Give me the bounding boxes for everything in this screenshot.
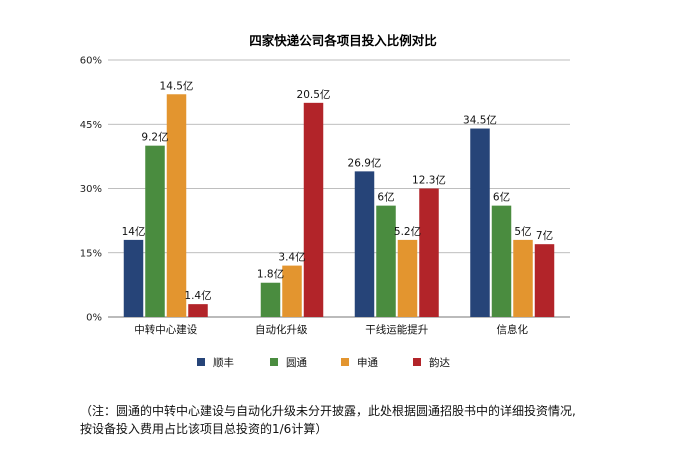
data-label: 14.5亿	[160, 79, 194, 92]
bar	[145, 145, 165, 317]
y-axis: 0% 15% 30% 45% 60%	[80, 56, 102, 324]
bar	[166, 94, 187, 318]
legend-label: 申通	[357, 356, 378, 369]
bar	[354, 171, 375, 317]
legend-swatch	[413, 358, 421, 366]
footnote-line-2: 按设备投入费用占比该项目总投资的1/6计算）	[80, 422, 328, 436]
data-label: 7亿	[536, 229, 553, 242]
legend-label: 顺丰	[213, 356, 234, 369]
data-label: 12.3亿	[412, 174, 446, 187]
bar	[419, 188, 439, 317]
bar	[491, 205, 512, 317]
data-label: 6亿	[493, 191, 510, 204]
legend-swatch	[197, 358, 205, 366]
data-label: 3.4亿	[278, 251, 305, 264]
legend-swatch	[270, 358, 278, 366]
bar	[188, 304, 208, 317]
data-label: 14亿	[122, 225, 146, 238]
data-label: 20.5亿	[297, 88, 331, 101]
chart-title: 四家快递公司各项目投入比例对比	[249, 33, 437, 48]
bar-chart: 四家快递公司各项目投入比例对比 0%15%30%45%60% 14亿9.2亿14…	[80, 33, 570, 369]
x-axis: 中转中心建设 自动化升级 干线运能提升 信息化	[134, 323, 528, 336]
x-category-label: 中转中心建设	[134, 323, 197, 336]
bar	[534, 244, 555, 317]
legend-label: 圆通	[286, 357, 307, 369]
y-tick-label: 15%	[80, 248, 102, 259]
x-category-label: 干线运能提升	[365, 323, 428, 336]
legend-swatch	[341, 358, 349, 366]
y-tick-label: 45%	[80, 120, 102, 131]
y-tick-label: 60%	[80, 56, 102, 67]
data-label: 6亿	[377, 191, 394, 204]
bar	[397, 239, 418, 317]
data-label: 5亿	[514, 225, 531, 238]
x-category-label: 自动化升级	[255, 323, 308, 336]
bar	[513, 239, 533, 317]
x-category-label: 信息化	[497, 323, 529, 336]
y-tick-label: 0%	[86, 313, 102, 324]
data-label: 1.4亿	[184, 289, 211, 302]
footnote: （注：圆通的中转中心建设与自动化升级未分开披露，此处根据圆通招股书中的详细投资情…	[80, 402, 680, 438]
legend-label: 韵达	[429, 356, 450, 369]
legend: 顺丰 圆通 申通 韵达	[197, 356, 450, 369]
bar	[282, 265, 302, 317]
bar	[376, 205, 396, 317]
data-labels: 14亿 9.2亿 14.5亿 1.4亿 1.8亿 3.4亿 20.5亿 26.9亿 6亿 5.2亿…	[122, 79, 554, 302]
bars	[123, 94, 555, 318]
bar	[303, 102, 324, 317]
y-tick-label: 30%	[80, 184, 102, 195]
data-label: 26.9亿	[348, 156, 382, 169]
data-label: 34.5亿	[463, 114, 497, 127]
bar	[123, 239, 144, 317]
data-label: 5.2亿	[394, 225, 421, 238]
footnote-line-1: （注：圆通的中转中心建设与自动化升级未分开披露，此处根据圆通招股书中的详细投资情…	[80, 404, 576, 418]
bar	[470, 128, 490, 317]
data-label: 9.2亿	[141, 131, 168, 144]
bar	[260, 282, 281, 317]
data-label: 1.8亿	[257, 268, 284, 281]
